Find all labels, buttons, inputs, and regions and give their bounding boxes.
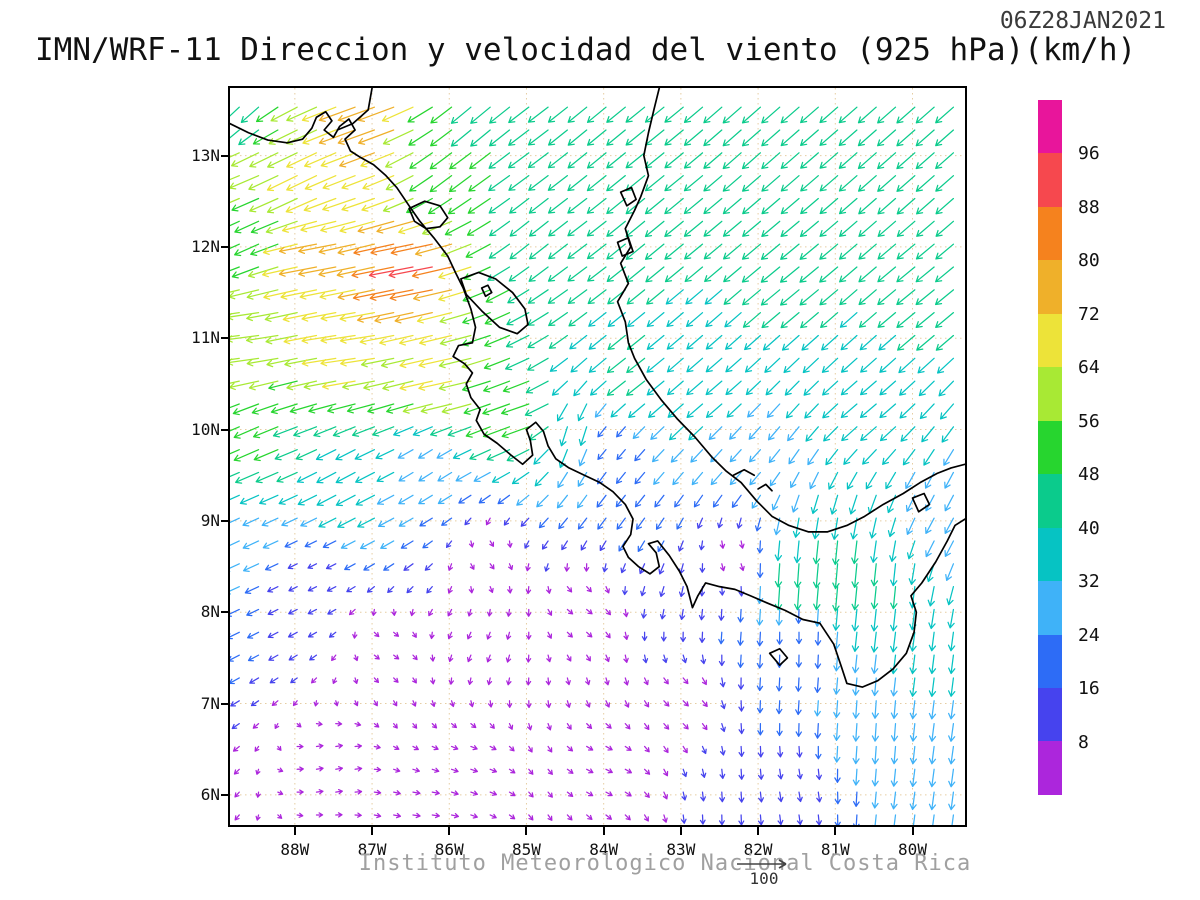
longitude-tick-mark bbox=[448, 827, 451, 835]
longitude-tick-mark bbox=[525, 827, 528, 835]
wind-vector-field-canvas bbox=[230, 88, 965, 825]
colorbar-segment bbox=[1038, 367, 1062, 421]
colorbar bbox=[1038, 100, 1062, 795]
colorbar-level-label: 8 bbox=[1078, 731, 1089, 753]
latitude-tick-label: 7N bbox=[200, 693, 220, 713]
longitude-tick-label: 86W bbox=[434, 840, 464, 859]
latitude-tick-mark bbox=[221, 337, 230, 340]
colorbar-level-label: 24 bbox=[1078, 624, 1100, 646]
latitude-tick-label: 6N bbox=[200, 784, 220, 804]
longitude-tick-mark bbox=[371, 827, 374, 835]
colorbar-level-label: 96 bbox=[1078, 143, 1100, 165]
latitude-tick-label: 11N bbox=[191, 328, 220, 348]
latitude-tick-label: 13N bbox=[191, 145, 220, 165]
longitude-tick-mark bbox=[602, 827, 605, 835]
longitude-tick-label: 81W bbox=[820, 840, 850, 859]
colorbar-segment bbox=[1038, 420, 1062, 475]
longitude-tick-mark bbox=[679, 827, 682, 835]
longitude-tick-mark bbox=[757, 827, 760, 835]
longitude-tick-label: 85W bbox=[512, 840, 541, 859]
latitude-tick-label: 8N bbox=[200, 602, 220, 622]
latitude-tick-mark bbox=[221, 793, 230, 796]
latitude-tick-label: 12N bbox=[191, 236, 220, 256]
colorbar-segment bbox=[1038, 581, 1062, 635]
colorbar-segment bbox=[1038, 100, 1062, 154]
colorbar-segment bbox=[1038, 313, 1062, 368]
longitude-tick-label: 84W bbox=[589, 840, 619, 859]
latitude-tick-mark bbox=[221, 519, 230, 522]
chart-title: IMN/WRF-11 Direccion y velocidad del vie… bbox=[35, 32, 1137, 68]
colorbar-level-label: 56 bbox=[1078, 410, 1100, 432]
latitude-tick-mark bbox=[221, 428, 230, 431]
longitude-tick-mark bbox=[293, 827, 296, 835]
latitude-tick-label: 10N bbox=[191, 419, 220, 439]
latitude-tick-mark bbox=[221, 702, 230, 705]
latitude-tick-label: 9N bbox=[200, 510, 220, 530]
footer-caption: Instituto Meteorologico Nacional Costa R… bbox=[358, 851, 972, 876]
reference-vector-value: 100 bbox=[749, 869, 779, 888]
colorbar-segment bbox=[1038, 527, 1062, 582]
latitude-tick-mark bbox=[221, 154, 230, 157]
colorbar-level-label: 64 bbox=[1078, 357, 1100, 379]
colorbar-segment bbox=[1038, 687, 1062, 742]
latitude-tick-mark bbox=[221, 245, 230, 248]
longitude-tick-label: 80W bbox=[898, 840, 927, 859]
colorbar-level-label: 16 bbox=[1078, 678, 1100, 700]
colorbar-segment bbox=[1038, 741, 1062, 795]
colorbar-level-label: 80 bbox=[1078, 250, 1100, 272]
longitude-tick-label: 83W bbox=[666, 840, 696, 859]
colorbar-level-label: 32 bbox=[1078, 571, 1100, 593]
colorbar-segment bbox=[1038, 206, 1062, 261]
colorbar-level-label: 40 bbox=[1078, 517, 1100, 539]
colorbar-level-label: 48 bbox=[1078, 464, 1100, 486]
colorbar-segment bbox=[1038, 634, 1062, 688]
longitude-tick-label: 88W bbox=[280, 840, 310, 859]
latitude-tick-mark bbox=[221, 611, 230, 614]
colorbar-segment bbox=[1038, 474, 1062, 528]
colorbar-level-label: 72 bbox=[1078, 303, 1100, 325]
run-timestamp: 06Z28JAN2021 bbox=[999, 8, 1166, 34]
map-plot-area bbox=[228, 86, 967, 827]
longitude-tick-mark bbox=[911, 827, 914, 835]
reference-vector-arrow bbox=[737, 859, 787, 869]
colorbar-level-label: 88 bbox=[1078, 196, 1100, 218]
colorbar-segment bbox=[1038, 153, 1062, 207]
longitude-tick-mark bbox=[834, 827, 837, 835]
longitude-tick-label: 82W bbox=[743, 840, 773, 859]
longitude-tick-label: 87W bbox=[357, 840, 387, 859]
colorbar-segment bbox=[1038, 260, 1062, 314]
